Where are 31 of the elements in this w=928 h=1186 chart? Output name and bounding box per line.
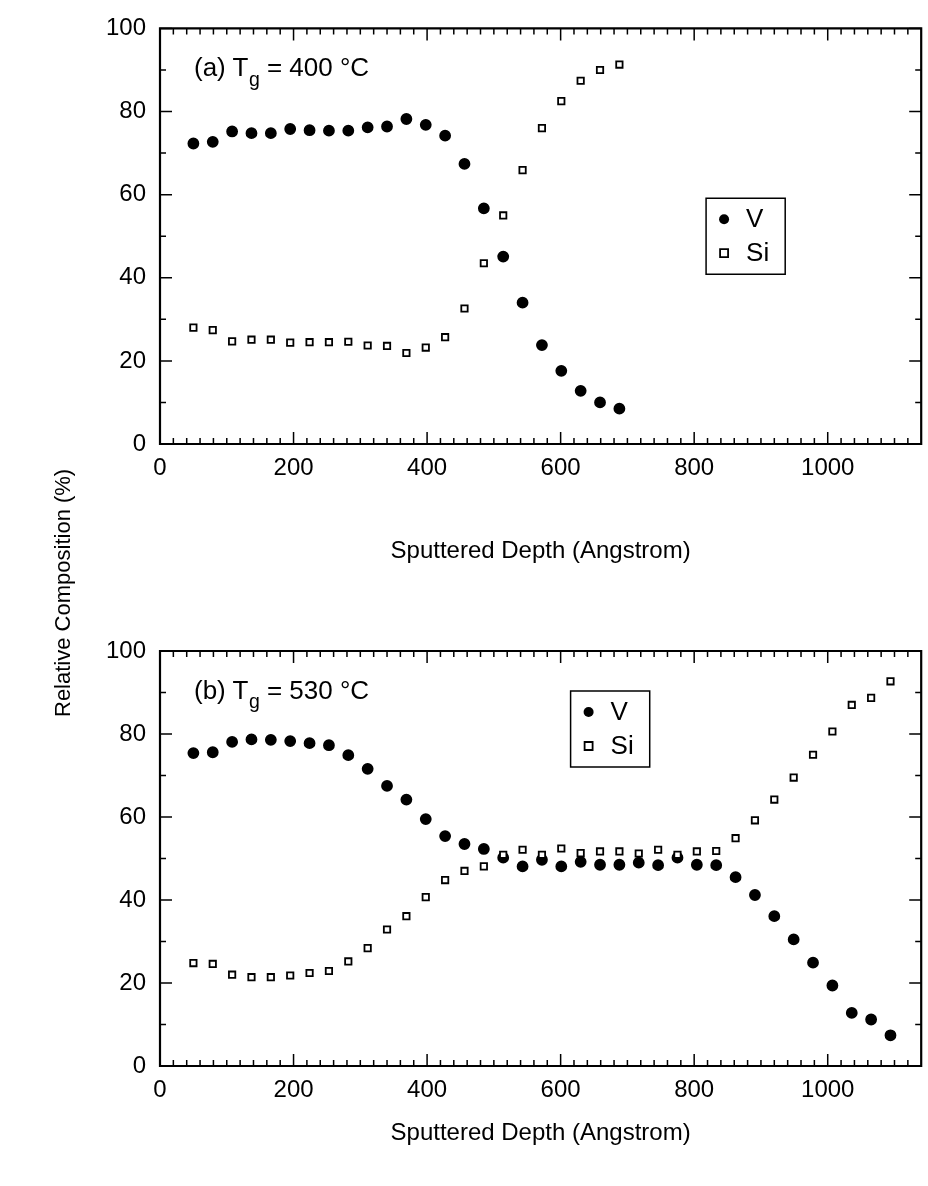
legend-label: V [746,203,765,234]
y-tick-label: 0 [132,428,146,456]
x-axis-title: Sputtered Depth (Angstrom) [390,536,691,564]
x-tick-label: 600 [540,1075,581,1103]
x-tick-label: 400 [407,1075,448,1103]
x-tick-label: 600 [540,453,581,481]
legend-label: Si [610,730,634,761]
y-axis-title: Relative Composition (%) [50,468,76,718]
y-tick-label: 0 [132,1050,146,1078]
x-tick-label: 800 [674,1075,715,1103]
x-tick-label: 0 [153,1075,167,1103]
x-axis-title: Sputtered Depth (Angstrom) [390,1118,691,1146]
x-tick-label: 0 [153,453,167,481]
y-tick-label: 40 [119,884,146,912]
y-tick-label: 20 [119,345,146,373]
y-tick-label: 80 [119,96,146,124]
y-tick-label: 60 [119,801,146,829]
legend-label: Si [746,237,770,268]
legend-label: V [610,696,629,727]
x-tick-label: 200 [273,1075,314,1103]
y-tick-label: 20 [119,967,146,995]
y-tick-label: 100 [105,13,146,41]
x-tick-label: 200 [273,453,314,481]
y-tick-label: 80 [119,718,146,746]
x-tick-label: 800 [674,453,715,481]
y-tick-label: 100 [105,635,146,663]
x-tick-label: 1000 [801,453,855,481]
y-tick-label: 40 [119,262,146,290]
x-tick-label: 1000 [801,1075,855,1103]
x-tick-label: 400 [407,453,448,481]
y-tick-label: 60 [119,179,146,207]
